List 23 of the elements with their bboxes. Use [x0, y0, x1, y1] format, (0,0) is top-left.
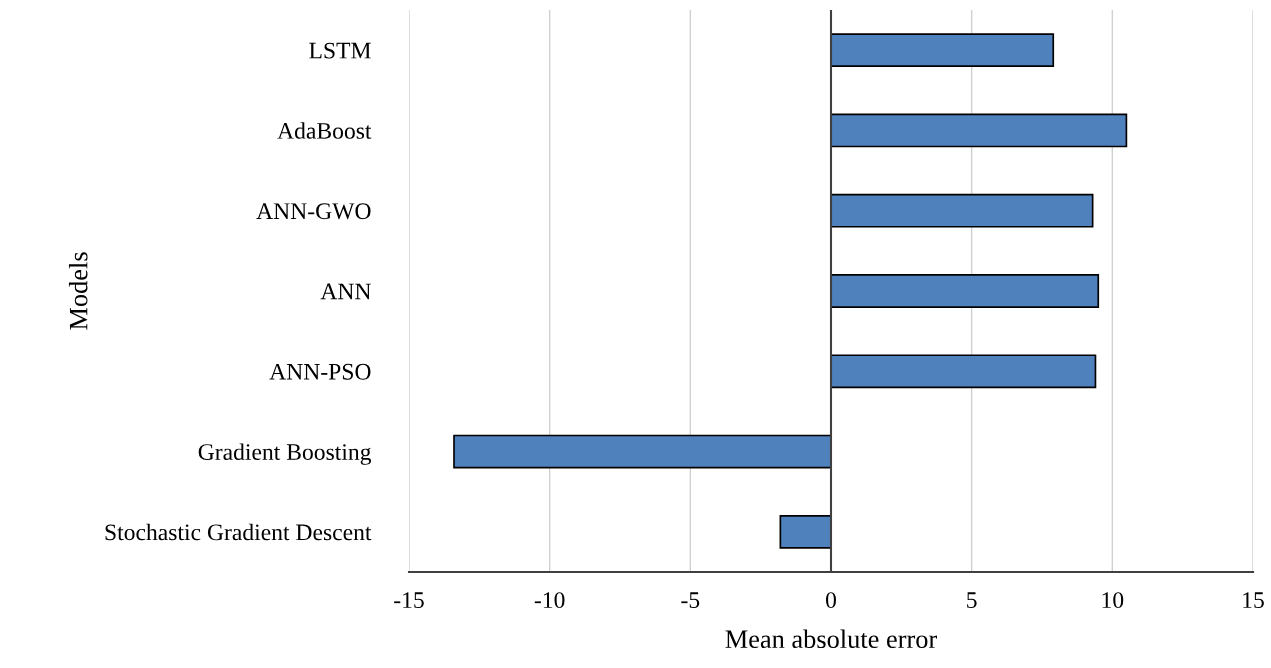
- y-tick-label: LSTM: [309, 42, 371, 59]
- x-axis-title: Mean absolute error: [725, 629, 938, 649]
- x-tick-label: 0: [826, 592, 836, 609]
- y-tick-label: ANN-PSO: [269, 363, 371, 380]
- y-tick-label: Gradient Boosting: [198, 443, 372, 465]
- x-tick-label: -10: [534, 592, 565, 609]
- bar: [830, 354, 1097, 389]
- x-tick-label: 15: [1243, 592, 1264, 609]
- bar: [453, 434, 832, 469]
- bar: [779, 514, 832, 549]
- y-axis-title: Models: [68, 252, 88, 330]
- bar: [830, 33, 1055, 68]
- x-tick-label: -15: [394, 592, 424, 609]
- bar: [830, 193, 1094, 228]
- x-tick-label: 5: [967, 592, 977, 609]
- bar: [830, 274, 1100, 308]
- x-tick-label: 10: [1102, 592, 1124, 609]
- x-tick-label: -5: [681, 592, 700, 609]
- y-tick-label: Stochastic Gradient Descent: [105, 523, 372, 541]
- y-tick-label: ANN: [320, 283, 371, 300]
- y-tick-label: AdaBoost: [277, 122, 372, 139]
- y-tick-label: ANN-GWO: [256, 203, 371, 220]
- bar: [830, 113, 1128, 148]
